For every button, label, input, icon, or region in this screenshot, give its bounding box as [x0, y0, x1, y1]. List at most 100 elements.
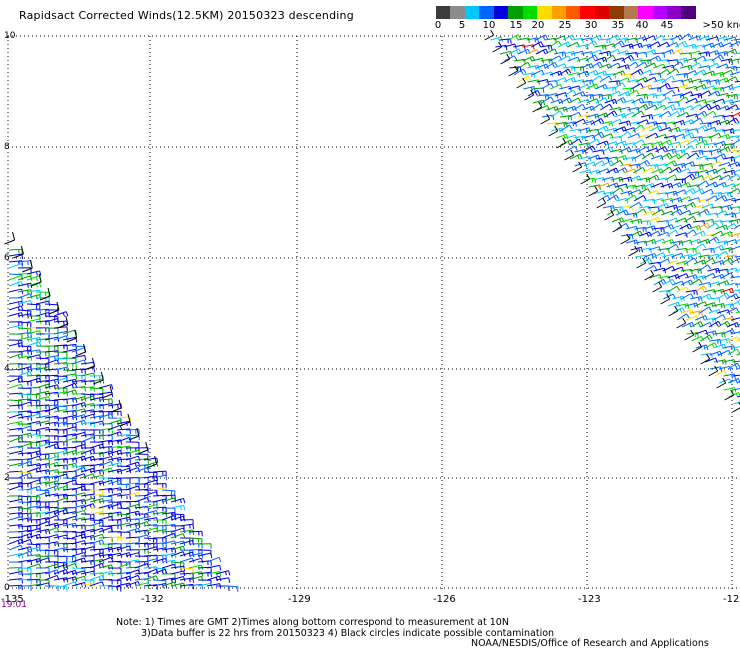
west-barb-302 [44, 461, 60, 468]
west-barb-528 [89, 533, 105, 540]
west-barb-518 [188, 530, 203, 537]
east-barb-749 [705, 357, 718, 363]
east-barb-660 [658, 275, 671, 281]
east-barb-324 [569, 128, 582, 134]
east-barb-372 [632, 139, 646, 146]
east-barb-754 [718, 365, 732, 372]
east-edge-barb-232 [612, 221, 623, 233]
east-barb-266 [636, 103, 649, 111]
east-barb-154 [693, 69, 707, 76]
east-barb-232 [532, 99, 546, 106]
east-barb-3 [517, 37, 530, 43]
east-barb-261 [591, 103, 604, 111]
west-barb-307 [89, 463, 105, 469]
east-barb-199 [658, 82, 671, 90]
east-barb-273 [699, 103, 712, 111]
east-barb-117 [590, 61, 603, 69]
east-barb-394 [655, 146, 668, 153]
east-barb-633 [707, 253, 720, 259]
east-barb-370 [614, 140, 628, 147]
west-barb-622 [152, 558, 168, 564]
east-barb-695 [726, 293, 739, 300]
west-barb-135 [80, 386, 95, 392]
west-edge-barb-258 [13, 245, 24, 259]
east-barb-174 [653, 78, 667, 84]
west-barb-602 [170, 551, 186, 557]
west-barb-606 [8, 561, 23, 568]
east-barb-677 [725, 282, 739, 289]
east-barb-444 [597, 168, 610, 174]
colorbar-tick-8: 40 [635, 20, 649, 31]
east-barb-758 [723, 373, 736, 379]
west-edge-barb-286 [30, 273, 42, 287]
lat-lon-grid [7, 35, 740, 592]
east-barb-468 [655, 177, 669, 183]
east-barb-165 [572, 79, 585, 85]
west-barb-539 [188, 537, 203, 544]
west-barb-666 [134, 571, 150, 578]
east-barb-684 [703, 289, 716, 295]
east-barb-292 [667, 110, 681, 118]
east-barb-721 [690, 321, 704, 328]
west-barb-350 [26, 479, 42, 485]
east-barb-276 [726, 104, 739, 111]
colorbar-tick-labels: 0 5 10 15 20 25 30 35 40 45 >50 knots [435, 20, 740, 32]
colorbar-tick-10: >50 knots [702, 20, 740, 31]
west-barb-155 [62, 397, 78, 403]
east-barb-563 [647, 216, 661, 223]
west-barb-548 [80, 542, 95, 548]
east-barb-538 [692, 205, 705, 211]
colorbar-swatch-17 [681, 6, 696, 19]
east-barb-477 [736, 177, 740, 181]
west-barb-578 [152, 547, 168, 553]
east-barb-728 [695, 329, 709, 336]
east-barb-733 [691, 336, 704, 342]
east-barb-719 [731, 317, 740, 321]
east-edge-barb-148 [556, 137, 567, 149]
east-barb-259 [573, 103, 586, 111]
east-barb-474 [709, 175, 723, 181]
east-barb-621 [702, 247, 715, 254]
lon-tick-3: -126 [433, 594, 456, 605]
west-barb-327 [125, 467, 141, 473]
west-barb-462 [44, 515, 60, 521]
east-barb-514 [615, 198, 629, 204]
east-barb-17 [643, 35, 657, 41]
west-barb-408 [71, 499, 87, 505]
lat-tick-4: 8 [4, 142, 10, 152]
east-barb-365 [569, 138, 583, 146]
lon-tick-1: -132 [141, 594, 164, 605]
west-barb-113 [62, 373, 78, 379]
wind-swath-west [4, 231, 239, 592]
east-barb-335 [668, 126, 681, 133]
east-barb-64 [580, 51, 594, 57]
east-edge-barb-364 [700, 353, 711, 365]
east-edge-barb-352 [692, 341, 703, 353]
east-barb-386 [583, 145, 596, 153]
east-barb-652 [680, 268, 693, 275]
east-barb-6 [544, 37, 557, 44]
west-barb-187 [35, 415, 51, 421]
west-barb-586 [26, 554, 41, 560]
west-barb-559 [179, 540, 195, 546]
west-barb-521 [26, 533, 42, 540]
axis-tick-labels: -135 -132 -129 -126 -123 -120 0 2 4 6 8 10 [1, 31, 740, 605]
east-barb-288 [631, 110, 645, 118]
colorbar-swatch-6 [522, 6, 538, 19]
west-barb-290 [80, 455, 96, 462]
west-barb-541 [17, 539, 33, 545]
west-barb-530 [107, 536, 122, 542]
lon-tick-4: -123 [578, 594, 601, 605]
west-barb-332 [17, 472, 33, 479]
east-barb-355 [663, 135, 677, 141]
east-barb-194 [613, 82, 626, 90]
east-barb-586 [733, 224, 740, 230]
east-barb-746 [718, 349, 732, 356]
east-barb-9 [571, 37, 584, 44]
east-edge-barb-328 [676, 317, 687, 329]
west-barb-207 [98, 423, 113, 429]
west-barb-284 [26, 455, 42, 461]
east-barb-202 [685, 85, 698, 92]
east-barb-637 [639, 258, 653, 265]
west-barb-71 [62, 343, 78, 350]
